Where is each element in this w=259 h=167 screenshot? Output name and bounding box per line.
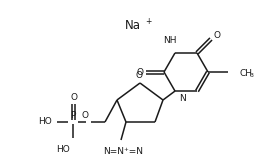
Text: N: N bbox=[179, 94, 186, 103]
Text: 3: 3 bbox=[250, 72, 254, 77]
Text: CH: CH bbox=[240, 68, 253, 77]
Text: HO: HO bbox=[56, 145, 70, 154]
Text: O: O bbox=[213, 31, 220, 40]
Text: N=N⁺=N: N=N⁺=N bbox=[103, 147, 143, 156]
Text: O: O bbox=[82, 111, 89, 120]
Text: HO: HO bbox=[38, 117, 52, 125]
Text: NH: NH bbox=[163, 36, 177, 45]
Text: P: P bbox=[70, 111, 76, 120]
Text: +: + bbox=[145, 17, 151, 26]
Text: O: O bbox=[136, 67, 143, 76]
Text: Na: Na bbox=[125, 19, 141, 32]
Text: O: O bbox=[70, 93, 77, 102]
Text: O: O bbox=[135, 70, 142, 79]
